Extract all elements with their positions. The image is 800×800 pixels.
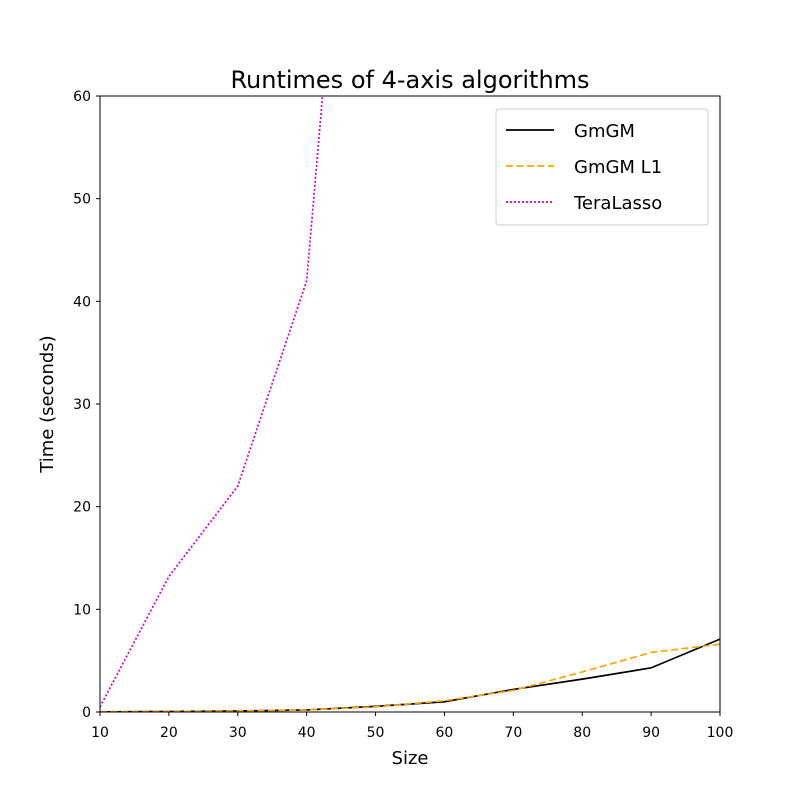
x-tick-label: 30 bbox=[229, 725, 247, 741]
x-tick-label: 60 bbox=[436, 725, 454, 741]
series-line-2 bbox=[100, 96, 324, 708]
legend-label-2: TeraLasso bbox=[573, 193, 662, 214]
y-tick-label: 0 bbox=[82, 705, 91, 721]
legend: GmGM GmGM L1 TeraLasso bbox=[495, 108, 709, 226]
legend-label-1: GmGM L1 bbox=[574, 157, 662, 178]
x-tick-label: 70 bbox=[504, 725, 522, 741]
y-tick-label: 60 bbox=[73, 89, 91, 105]
x-tick-label: 10 bbox=[91, 725, 109, 741]
y-axis-ticks: 0 10 20 30 40 50 60 bbox=[73, 89, 100, 721]
y-tick-label: 10 bbox=[73, 602, 91, 618]
x-tick-label: 80 bbox=[573, 725, 591, 741]
x-tick-label: 40 bbox=[298, 725, 316, 741]
chart-title: Runtimes of 4-axis algorithms bbox=[230, 66, 589, 94]
series-layer bbox=[100, 96, 720, 712]
series-line-1 bbox=[100, 643, 720, 712]
x-axis-ticks: 10 20 30 40 50 60 70 80 90 100 bbox=[91, 712, 733, 741]
legend-label-0: GmGM bbox=[574, 121, 635, 142]
x-tick-label: 90 bbox=[642, 725, 660, 741]
y-axis-label: Time (seconds) bbox=[37, 335, 58, 473]
x-tick-label: 50 bbox=[367, 725, 385, 741]
y-tick-label: 50 bbox=[73, 192, 91, 208]
y-tick-label: 40 bbox=[73, 294, 91, 310]
legend-frame bbox=[495, 108, 709, 226]
series-line-0 bbox=[100, 638, 720, 712]
x-axis-label: Size bbox=[392, 748, 429, 769]
y-tick-label: 20 bbox=[73, 500, 91, 516]
x-tick-label: 100 bbox=[707, 725, 734, 741]
x-tick-label: 20 bbox=[160, 725, 178, 741]
y-tick-label: 30 bbox=[73, 397, 91, 413]
